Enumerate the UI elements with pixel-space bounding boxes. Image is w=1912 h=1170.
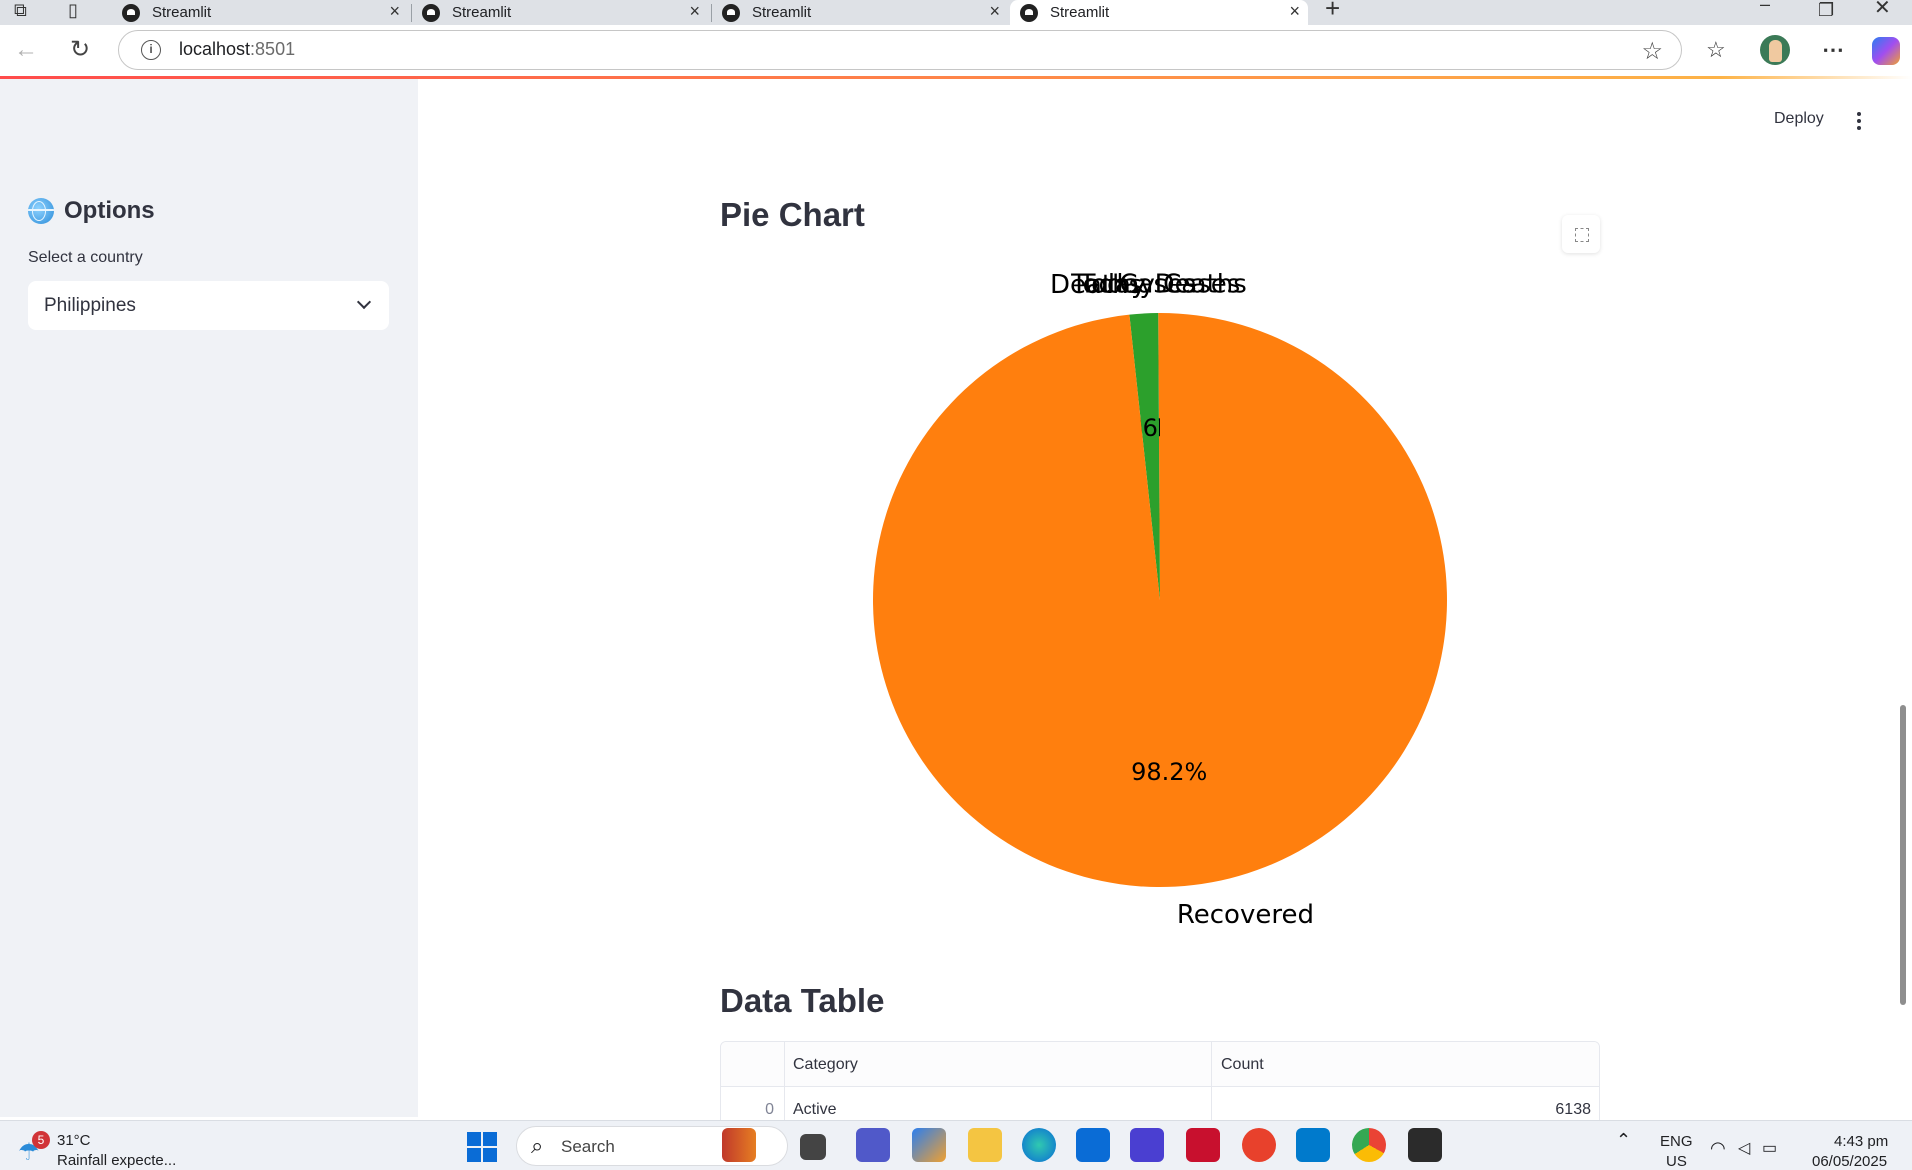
profile-avatar[interactable]	[1760, 35, 1790, 65]
browser-toolbar: ← ↻ i localhost:8501 ☆ ☆ ⋯	[0, 25, 1912, 77]
streamlit-favicon-icon	[122, 3, 140, 22]
favorites-icon[interactable]: ☆	[1706, 37, 1726, 62]
site-info-icon[interactable]: i	[141, 40, 161, 60]
app-icon[interactable]	[1130, 1128, 1164, 1162]
table-header-row	[721, 1042, 1599, 1087]
start-windows-icon[interactable]	[467, 1132, 497, 1162]
tab-divider	[411, 4, 412, 22]
column-header-count[interactable]: Count	[1221, 1056, 1264, 1073]
pie-label-today-deaths: Today Deaths	[1070, 269, 1247, 299]
close-tab-icon[interactable]: ×	[1289, 1, 1300, 21]
main-menu-icon[interactable]	[1856, 112, 1862, 130]
more-options-icon[interactable]: ⋯	[1822, 37, 1844, 62]
file-explorer-icon[interactable]	[968, 1128, 1002, 1162]
sidebar: Options Select a country Philippines	[0, 79, 418, 1117]
pie-slice-recovered	[873, 313, 1448, 887]
language-indicator[interactable]: ENG	[1660, 1133, 1693, 1150]
streamlit-favicon-icon	[422, 3, 440, 22]
volume-icon[interactable]: ◁	[1738, 1140, 1751, 1157]
sidebar-title: Options	[28, 197, 155, 225]
tab-divider	[711, 4, 712, 22]
globe-icon	[28, 198, 54, 224]
browser-tab-bar: ⧉ ▯ Streamlit × Streamlit × Streamlit × …	[0, 0, 1912, 25]
url-text: localhost:8501	[179, 39, 295, 60]
weather-summary[interactable]: Rainfall expecte...	[57, 1152, 177, 1169]
browser-tab-4-active[interactable]: Streamlit ×	[1010, 0, 1308, 25]
search-icon: ⌕	[531, 1133, 544, 1158]
pie-chart-heading: Pie Chart	[720, 196, 865, 233]
streamlit-favicon-icon	[722, 3, 740, 22]
copilot-app-icon[interactable]	[912, 1128, 946, 1162]
browser-tab-1[interactable]: Streamlit ×	[112, 0, 408, 25]
close-window-icon[interactable]: ✕	[1874, 0, 1891, 19]
edge-icon[interactable]	[1022, 1128, 1056, 1162]
table-col-divider	[784, 1042, 785, 1120]
favorite-star-icon[interactable]: ☆	[1641, 38, 1663, 65]
news-widget-icon[interactable]	[722, 1128, 756, 1162]
reload-icon[interactable]: ↻	[70, 36, 91, 63]
clock-date[interactable]: 06/05/2025	[1812, 1153, 1888, 1170]
streamlit-favicon-icon	[1020, 3, 1038, 22]
url-port: :8501	[250, 39, 296, 59]
country-select[interactable]: Philippines	[28, 281, 389, 330]
weather-badge: 5	[32, 1131, 50, 1149]
tab-title: Streamlit	[752, 4, 812, 21]
pie-label-cases: Cases	[1119, 269, 1196, 299]
store-icon[interactable]	[1076, 1128, 1110, 1162]
new-tab-icon[interactable]: +	[1325, 0, 1341, 23]
vscode-icon[interactable]	[1296, 1128, 1330, 1162]
back-icon[interactable]: ←	[14, 36, 38, 63]
data-table-heading: Data Table	[720, 982, 885, 1019]
table-cell-category[interactable]: Active	[793, 1101, 837, 1118]
data-table[interactable]: Category Count 0 Active 6138	[720, 1041, 1600, 1121]
pie-slice-deaths	[1129, 313, 1160, 600]
country-select-value: Philippines	[44, 295, 136, 316]
workspaces-icon[interactable]: ⧉	[14, 0, 27, 20]
address-bar[interactable]: i localhost:8501 ☆	[118, 30, 1682, 70]
restore-icon[interactable]: ❐	[1818, 0, 1835, 20]
table-col-divider	[1211, 1042, 1212, 1120]
streamlit-header-decoration	[0, 76, 1912, 79]
page-scrollbar[interactable]	[1900, 705, 1906, 1005]
browser-tab-3[interactable]: Streamlit ×	[712, 0, 1008, 25]
windows-taskbar	[0, 1120, 1912, 1170]
tab-title: Streamlit	[452, 4, 512, 21]
close-tab-icon[interactable]: ×	[689, 1, 700, 21]
fullscreen-icon[interactable]	[1562, 215, 1600, 253]
deploy-button[interactable]: Deploy	[1774, 110, 1824, 127]
pie-percent-recovered: 98.2%	[1131, 758, 1207, 786]
browser-tab-2[interactable]: Streamlit ×	[412, 0, 708, 25]
terminal-icon[interactable]	[1408, 1128, 1442, 1162]
taskbar-search-label: Search	[561, 1137, 615, 1156]
weather-temperature[interactable]: 31°C	[57, 1132, 91, 1149]
tray-overflow-icon[interactable]: ⌃	[1616, 1130, 1632, 1150]
minimize-icon[interactable]: –	[1760, 0, 1771, 14]
row-index: 0	[765, 1101, 774, 1118]
wps-office-icon[interactable]	[1242, 1128, 1276, 1162]
tab-title: Streamlit	[152, 4, 212, 21]
tab-title: Streamlit	[1050, 4, 1110, 21]
clock-time[interactable]: 4:43 pm	[1834, 1133, 1889, 1150]
close-tab-icon[interactable]: ×	[989, 1, 1000, 21]
wifi-icon[interactable]: ◠	[1710, 1138, 1726, 1158]
column-header-category[interactable]: Category	[793, 1056, 858, 1073]
table-cell-count[interactable]: 6138	[1555, 1101, 1591, 1118]
pie-label-recovered: Recovered	[1177, 900, 1314, 930]
copilot-icon[interactable]	[1872, 37, 1900, 65]
chevron-down-icon	[356, 294, 372, 310]
pie-label-today-cases: Today Cases	[1079, 269, 1241, 299]
sidebar-title-text: Options	[64, 197, 155, 224]
language-region[interactable]: US	[1666, 1153, 1687, 1170]
task-view-icon[interactable]	[800, 1134, 826, 1160]
close-tab-icon[interactable]: ×	[389, 1, 400, 21]
url-host: localhost	[179, 39, 251, 59]
teams-icon[interactable]	[856, 1128, 890, 1162]
vertical-tabs-icon[interactable]: ▯	[68, 0, 78, 20]
battery-icon[interactable]: ▭	[1762, 1140, 1778, 1157]
chrome-icon[interactable]	[1352, 1128, 1386, 1162]
pie-label-deaths: Deaths	[1050, 270, 1142, 300]
mcafee-icon[interactable]	[1186, 1128, 1220, 1162]
country-select-label: Select a country	[28, 249, 143, 266]
